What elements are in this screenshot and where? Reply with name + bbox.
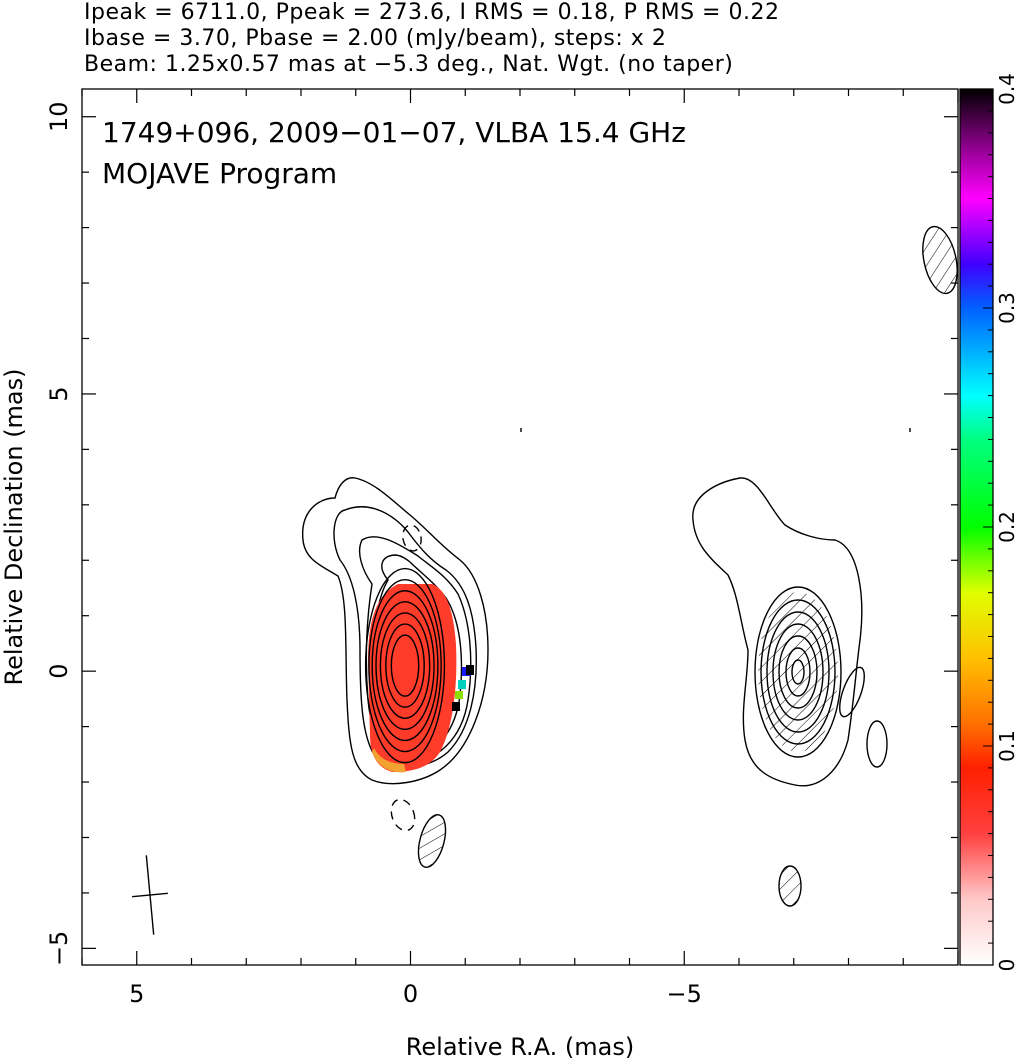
contour-left-3 <box>358 536 472 763</box>
core-contour-7 <box>364 567 446 764</box>
x-tick-label: 0 <box>403 980 418 1008</box>
polarization-pixel-3 <box>455 691 463 699</box>
right-hatch-fill <box>758 592 838 752</box>
contour-left-2 <box>333 506 477 768</box>
dashed-contour-upper-left <box>402 524 422 552</box>
source-annotation: 1749+096, 2009−01−07, VLBA 15.4 GHz <box>102 116 686 149</box>
y-axis-ticks: 10 5 0 −5 <box>45 101 958 966</box>
colorbar-tick-label: 0 <box>995 959 1019 972</box>
core-contours <box>364 567 446 764</box>
colorbar-ticks: 0 0.1 0.2 0.3 0.4 <box>983 73 1019 971</box>
core-contour-5 <box>371 590 439 742</box>
header-line-2: Ibase = 3.70, Pbase = 2.00 (mJy/beam), s… <box>84 26 667 51</box>
plot-frame <box>81 88 959 966</box>
colorbar-tick-label: 0.2 <box>995 511 1019 543</box>
y-tick-label: 0 <box>45 664 73 679</box>
program-annotation: MOJAVE Program <box>102 157 337 190</box>
x-axis-label: Relative R.A. (mas) <box>406 1033 634 1061</box>
small-contour-right-2 <box>866 720 888 768</box>
outer-contour-right <box>692 477 863 787</box>
right-core-hatched-contours <box>754 586 842 758</box>
colorbar-tick-label: 0.4 <box>995 73 1019 105</box>
beam-minor-axis <box>132 892 168 898</box>
right-contour-1 <box>754 586 842 758</box>
y-axis-label: Relative Declination (mas) <box>0 368 28 685</box>
header-line-1: Ipeak = 6711.0, Ppeak = 273.6, I RMS = 0… <box>84 0 780 25</box>
polarization-pixel-5 <box>466 665 474 675</box>
right-panel-contours <box>520 225 958 907</box>
polarization-pixel-2 <box>458 680 466 689</box>
x-tick-label: 5 <box>129 980 144 1008</box>
x-tick-label: −5 <box>667 980 702 1008</box>
polarization-edge-fill <box>372 748 406 773</box>
outer-contour-left <box>302 477 489 785</box>
core-contour-4 <box>375 601 435 731</box>
hatched-ellipse-lower-left <box>417 814 447 868</box>
beam-cross <box>132 855 168 935</box>
y-tick-label: −5 <box>45 931 73 966</box>
colorbar-tick-label: 0.3 <box>995 292 1019 324</box>
small-hatched-contour-right <box>778 865 802 907</box>
dashed-contour-lower-left <box>390 798 416 832</box>
colorbar-tick-label: 0.1 <box>995 730 1019 762</box>
header-line-3: Beam: 1.25x0.57 mas at −5.3 deg., Nat. W… <box>84 52 734 77</box>
core-contour-1 <box>390 634 420 697</box>
polarization-pixel-4 <box>452 702 460 711</box>
y-tick-label: 10 <box>45 101 73 132</box>
colorbar: 0 0.1 0.2 0.3 0.4 <box>959 73 1019 971</box>
small-contour-right-1 <box>839 666 865 718</box>
y-tick-label: 5 <box>45 386 73 401</box>
core-contour-3 <box>379 612 431 719</box>
core-contour-2 <box>385 623 425 708</box>
core-contour-6 <box>368 578 442 753</box>
x-axis-ticks: 5 0 −5 <box>81 89 959 1008</box>
hatched-contour-top-right <box>922 225 958 295</box>
